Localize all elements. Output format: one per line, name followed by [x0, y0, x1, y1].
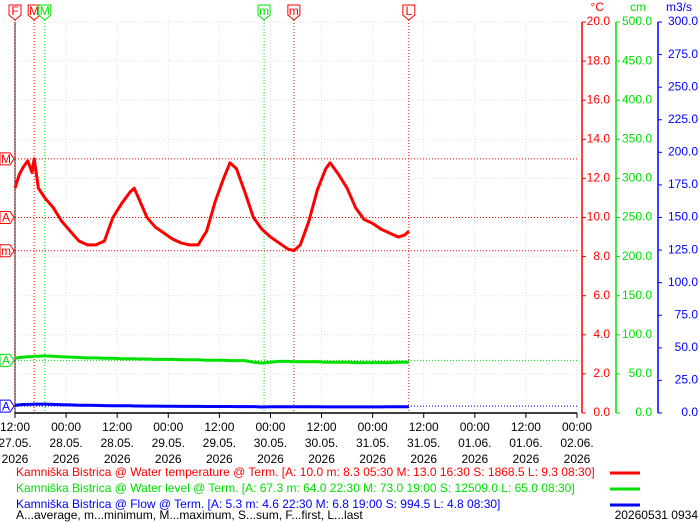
x-tick-label: 00:00 02.06. 2026 — [560, 420, 593, 466]
y-tick-label: 125.0 — [668, 242, 698, 256]
flag-marker — [287, 4, 301, 21]
x-tick-label: 00:00 30.05. 2026 — [254, 420, 287, 466]
flag-label: L — [405, 4, 412, 18]
flag-marker — [38, 4, 52, 21]
y-tick-label: 275.0 — [668, 47, 698, 61]
x-tick-label: 00:00 28.05. 2026 — [49, 420, 82, 466]
y-tick-label: 300.0 — [622, 171, 652, 185]
timestamp: 20260531 0934 — [615, 508, 699, 522]
y-tick-label: 16.0 — [587, 92, 611, 106]
flag-marker — [27, 4, 41, 21]
series-line — [13, 157, 410, 253]
y-tick-label: 50.0 — [675, 340, 699, 354]
y-tick-label: 100.0 — [668, 275, 698, 289]
series-line — [14, 354, 409, 365]
y-tick-label: 0.0 — [681, 405, 698, 419]
axis-unit: °C — [591, 0, 605, 14]
flag-label: M — [29, 4, 39, 18]
x-tick-label: 00:00 01.06. 2026 — [458, 420, 491, 466]
y-tick-label: 0.0 — [593, 405, 610, 419]
y-tick-label: 6.0 — [593, 288, 610, 302]
y-tick-label: 175.0 — [668, 177, 698, 191]
y-tick-label: 250.0 — [668, 79, 698, 93]
axis-unit: m3/s — [666, 0, 692, 14]
y-tick-label: 150.0 — [668, 210, 698, 224]
legend-label: Kamniška Bistrica @ Water temperature @ … — [16, 465, 595, 479]
y-tick-label: 300.0 — [668, 14, 698, 28]
level-marker — [0, 244, 15, 258]
y-tick-label: 250.0 — [622, 210, 652, 224]
x-tick-label: 00:00 29.05. 2026 — [152, 420, 185, 466]
x-tick-label: 12:00 28.05. 2026 — [100, 420, 133, 466]
y-tick-label: 200.0 — [622, 249, 652, 263]
flag-marker — [257, 4, 271, 21]
y-tick-label: 450.0 — [622, 53, 652, 67]
level-label: m — [1, 244, 11, 258]
x-tick-label: 12:00 27.05. 2026 — [0, 420, 32, 466]
y-tick-label: 75.0 — [675, 307, 699, 321]
level-marker — [0, 152, 15, 166]
flag-label: M — [40, 4, 50, 18]
y-tick-label: 400.0 — [622, 92, 652, 106]
y-tick-label: 20.0 — [587, 14, 611, 28]
y-tick-label: 14.0 — [587, 131, 611, 145]
level-marker — [0, 211, 15, 224]
y-tick-label: 12.0 — [587, 171, 611, 185]
legend-label: Kamniška Bistrica @ Flow @ Term. [A: 5.3… — [16, 497, 500, 511]
flag-label: m — [259, 4, 269, 18]
level-marker — [0, 353, 15, 367]
level-label: A — [2, 211, 10, 225]
y-tick-label: 2.0 — [593, 366, 610, 380]
x-tick-label: 12:00 29.05. 2026 — [203, 420, 236, 466]
y-tick-label: 4.0 — [593, 327, 610, 341]
y-tick-label: 8.0 — [593, 249, 610, 263]
y-tick-label: 500.0 — [622, 14, 652, 28]
flag-label: F — [11, 4, 18, 18]
y-tick-label: 0.0 — [635, 405, 652, 419]
x-tick-label: 12:00 01.06. 2026 — [509, 420, 542, 466]
level-label: A — [2, 399, 10, 413]
footnote: A...average, m...minimum, M...maximum, S… — [16, 508, 363, 522]
y-tick-label: 200.0 — [668, 145, 698, 159]
level-label: M — [1, 152, 11, 166]
y-tick-label: 225.0 — [668, 112, 698, 126]
y-tick-label: 150.0 — [622, 288, 652, 302]
flag-marker — [402, 4, 416, 21]
y-tick-label: 100.0 — [622, 327, 652, 341]
axis-unit: cm — [630, 0, 646, 14]
y-tick-label: 350.0 — [622, 131, 652, 145]
level-label: A — [2, 354, 10, 368]
x-tick-label: 12:00 30.05. 2026 — [305, 420, 338, 466]
series-line — [14, 402, 409, 409]
x-tick-label: 00:00 31.05. 2026 — [356, 420, 389, 466]
legend-label: Kamniška Bistrica @ Water level @ Term. … — [16, 481, 575, 495]
flag-label: m — [289, 4, 299, 18]
y-tick-label: 18.0 — [587, 53, 611, 67]
x-tick-label: 12:00 31.05. 2026 — [407, 420, 440, 466]
level-marker — [0, 399, 15, 413]
y-tick-label: 50.0 — [629, 366, 653, 380]
y-tick-label: 25.0 — [675, 373, 699, 387]
y-tick-label: 10.0 — [587, 210, 611, 224]
flag-marker — [8, 4, 22, 21]
